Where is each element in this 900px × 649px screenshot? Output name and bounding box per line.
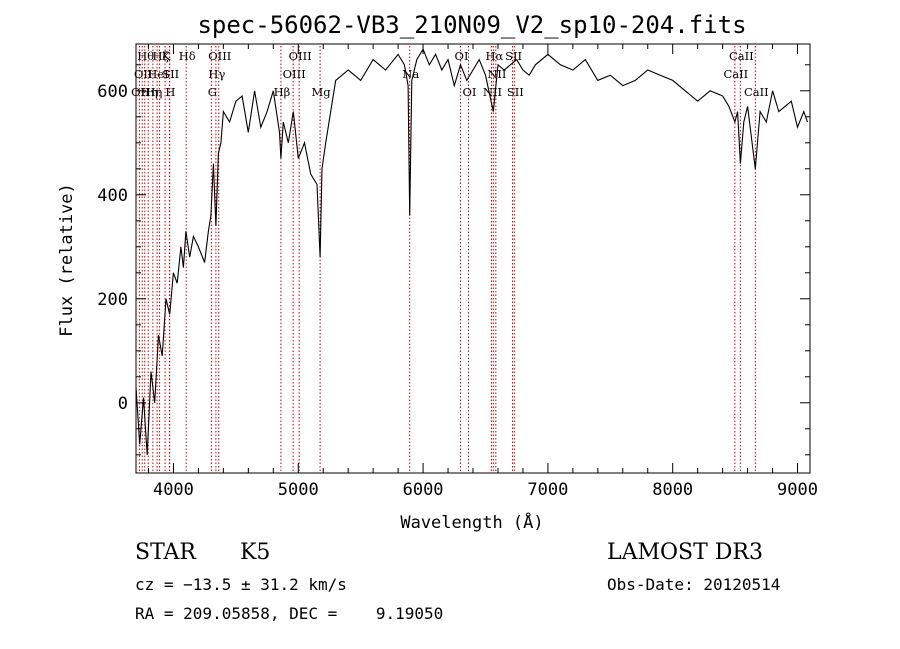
line-label-19: OI bbox=[455, 49, 469, 63]
line-label-13: OIII bbox=[208, 49, 231, 63]
line-label-27: CaII bbox=[729, 49, 754, 63]
line-labels: OIIOIIHθHηHηHeIHζKHSIIHδGHγOIIIHβOIIIOII… bbox=[131, 49, 769, 99]
line-label-22: Hα bbox=[485, 49, 503, 63]
line-label-26: CaII bbox=[723, 67, 748, 81]
x-tick-label-5000: 5000 bbox=[278, 480, 319, 500]
line-label-8: H bbox=[165, 85, 175, 99]
coordinates-readout: RA = 209.05858, DEC = 9.19050 bbox=[135, 604, 444, 623]
redshift-readout: cz = −13.5 ± 31.2 km/s bbox=[135, 575, 347, 594]
line-label-16: OIII bbox=[289, 49, 312, 63]
y-axis-ticks: 0 200 400 600 bbox=[97, 64, 810, 456]
x-tick-label-4000: 4000 bbox=[153, 480, 194, 500]
line-label-20: OI bbox=[463, 85, 477, 99]
line-label-7: K bbox=[162, 49, 171, 63]
line-label-4: Hη bbox=[145, 85, 162, 99]
line-label-6: Hζ bbox=[152, 49, 168, 63]
x-axis-label: Wavelength (Å) bbox=[400, 511, 543, 533]
line-label-28: CaII bbox=[744, 85, 769, 99]
line-label-14: Hβ bbox=[274, 85, 291, 99]
line-label-10: Hδ bbox=[179, 49, 196, 63]
y-tick-label-400: 400 bbox=[97, 186, 128, 206]
x-axis-ticks: 4000 5000 6000 7000 8000 9000 bbox=[147, 44, 818, 500]
x-tick-label-8000: 8000 bbox=[652, 480, 693, 500]
survey-name: LAMOST DR3 bbox=[607, 540, 763, 565]
spectrum-series-line bbox=[135, 47, 809, 455]
x-tick-label-9000: 9000 bbox=[777, 480, 818, 500]
x-tick-label-7000: 7000 bbox=[527, 480, 568, 500]
plot-frame bbox=[135, 43, 811, 474]
obs-date: Obs-Date: 20120514 bbox=[607, 575, 781, 594]
line-label-3: Hη bbox=[141, 85, 158, 99]
line-markers bbox=[138, 46, 756, 473]
object-class: STAR bbox=[135, 540, 196, 565]
line-label-2: Hθ bbox=[137, 49, 154, 63]
chart-title: spec-56062-VB3_210N09_V2_sp10-204.fits bbox=[197, 11, 746, 39]
line-label-12: Hγ bbox=[208, 67, 225, 81]
line-label-11: G bbox=[208, 85, 217, 99]
line-label-15: OIII bbox=[283, 67, 306, 81]
line-label-24: SII bbox=[505, 49, 522, 63]
line-label-9: SII bbox=[162, 67, 179, 81]
x-tick-label-6000: 6000 bbox=[403, 480, 444, 500]
line-label-5: HeI bbox=[147, 67, 168, 81]
line-label-17: Mg bbox=[312, 85, 332, 99]
line-label-21: NII bbox=[483, 85, 502, 99]
y-tick-label-0: 0 bbox=[118, 394, 128, 414]
y-tick-label-600: 600 bbox=[97, 82, 128, 102]
line-label-1: OII bbox=[134, 67, 153, 81]
y-tick-label-200: 200 bbox=[97, 290, 128, 310]
y-axis-label: Flux (relative) bbox=[57, 183, 77, 337]
subclass: K5 bbox=[240, 540, 271, 565]
line-label-25: SII bbox=[507, 85, 524, 99]
